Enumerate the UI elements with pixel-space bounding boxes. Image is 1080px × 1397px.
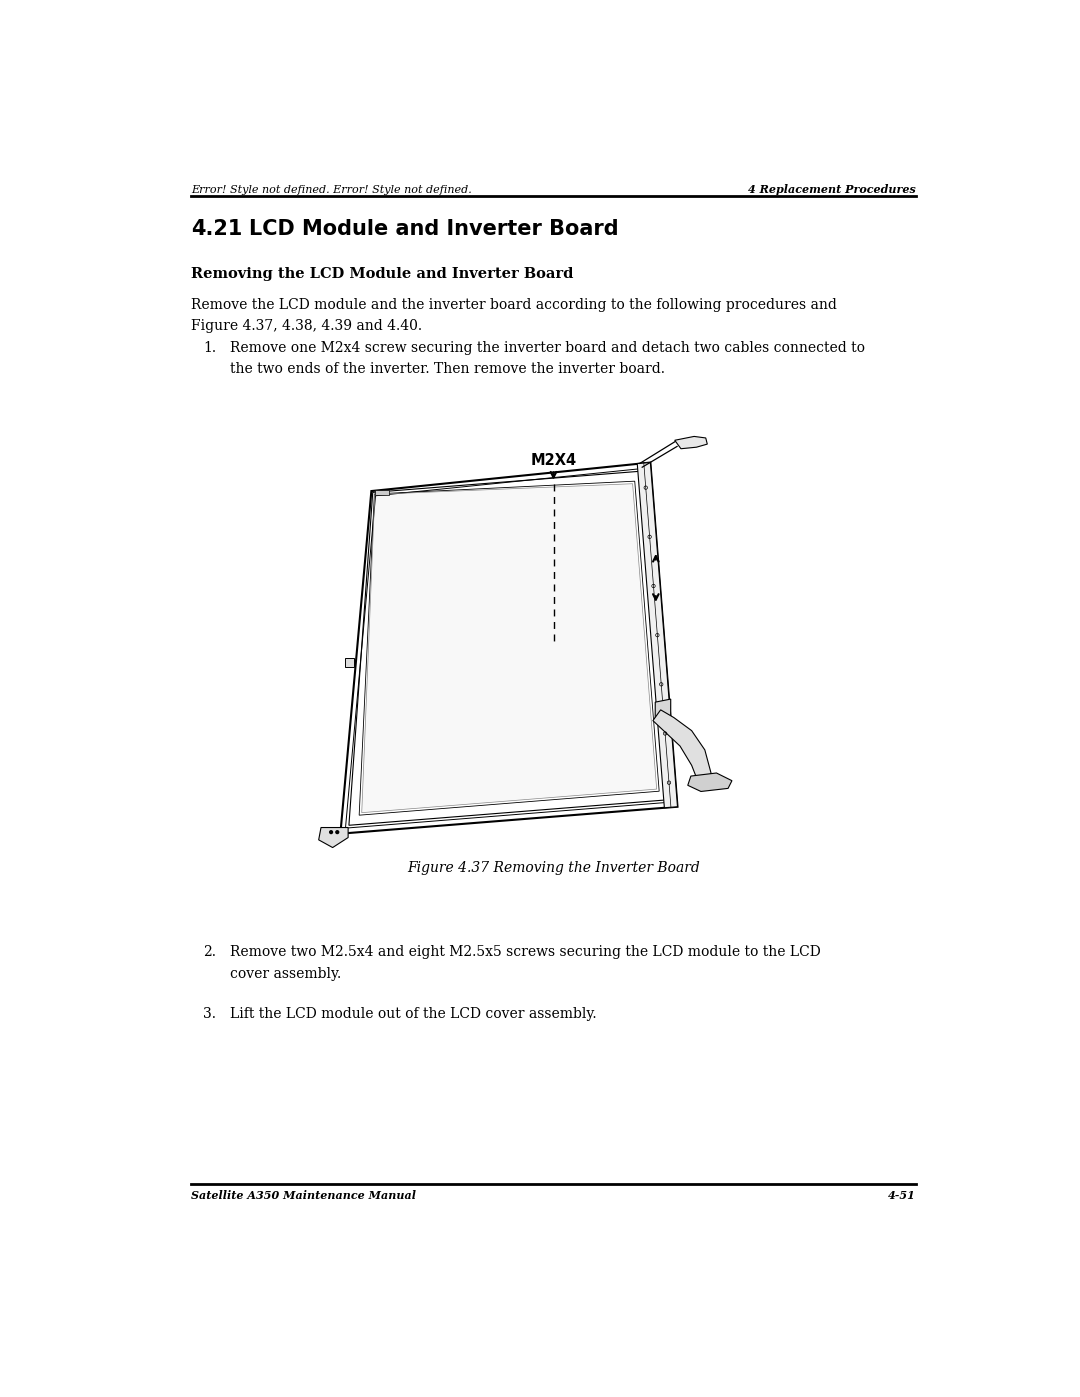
Text: Remove the LCD module and the inverter board according to the following procedur: Remove the LCD module and the inverter b… bbox=[191, 298, 837, 312]
Text: M2X4: M2X4 bbox=[530, 453, 577, 468]
Text: the two ends of the inverter. Then remove the inverter board.: the two ends of the inverter. Then remov… bbox=[230, 362, 664, 376]
Polygon shape bbox=[319, 827, 348, 848]
Circle shape bbox=[329, 831, 333, 834]
Polygon shape bbox=[688, 773, 732, 792]
FancyBboxPatch shape bbox=[375, 489, 389, 495]
Polygon shape bbox=[345, 658, 354, 666]
Text: LCD Module and Inverter Board: LCD Module and Inverter Board bbox=[248, 219, 619, 239]
Circle shape bbox=[336, 831, 339, 834]
Text: 4 Replacement Procedures: 4 Replacement Procedures bbox=[748, 183, 916, 194]
Text: 4-51: 4-51 bbox=[889, 1190, 916, 1201]
Text: Figure 4.37, 4.38, 4.39 and 4.40.: Figure 4.37, 4.38, 4.39 and 4.40. bbox=[191, 320, 422, 334]
Text: Satellite A350 Maintenance Manual: Satellite A350 Maintenance Manual bbox=[191, 1190, 416, 1201]
Text: 2.: 2. bbox=[203, 946, 216, 960]
Text: Remove one M2x4 screw securing the inverter board and detach two cables connecte: Remove one M2x4 screw securing the inver… bbox=[230, 341, 865, 355]
Polygon shape bbox=[653, 710, 711, 782]
Polygon shape bbox=[637, 462, 677, 807]
Text: 1.: 1. bbox=[203, 341, 216, 355]
Text: Figure 4.37 Removing the Inverter Board: Figure 4.37 Removing the Inverter Board bbox=[407, 861, 700, 875]
Text: 4.21: 4.21 bbox=[191, 219, 242, 239]
Polygon shape bbox=[340, 462, 677, 834]
Polygon shape bbox=[656, 698, 671, 719]
Text: Lift the LCD module out of the LCD cover assembly.: Lift the LCD module out of the LCD cover… bbox=[230, 1007, 596, 1021]
Text: cover assembly.: cover assembly. bbox=[230, 967, 341, 981]
Polygon shape bbox=[362, 483, 657, 813]
Text: Removing the LCD Module and Inverter Board: Removing the LCD Module and Inverter Boa… bbox=[191, 267, 573, 281]
Polygon shape bbox=[675, 436, 707, 448]
Text: Error! Style not defined. Error! Style not defined.: Error! Style not defined. Error! Style n… bbox=[191, 184, 472, 194]
Text: Remove two M2.5x4 and eight M2.5x5 screws securing the LCD module to the LCD: Remove two M2.5x4 and eight M2.5x5 screw… bbox=[230, 946, 821, 960]
Text: 3.: 3. bbox=[203, 1007, 216, 1021]
